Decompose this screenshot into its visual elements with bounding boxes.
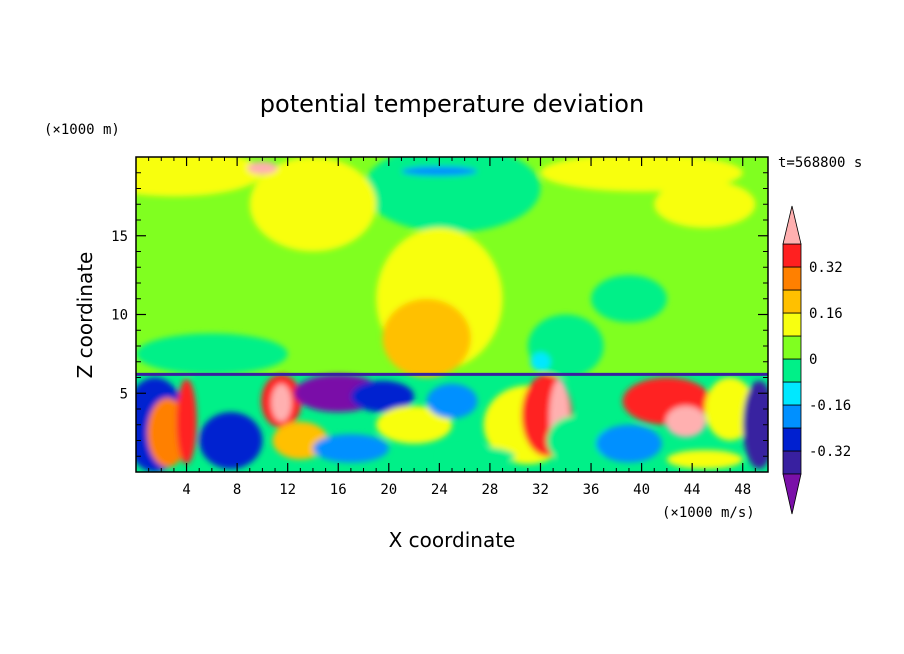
colorbar: 0.32 0.16 0 -0.16 -0.32 [782, 205, 851, 515]
colorbar-box [782, 266, 802, 291]
field-feature [376, 405, 452, 444]
colorbar-box [782, 289, 802, 314]
colorbar-box [782, 381, 802, 406]
colorbar-min-triangle [782, 473, 802, 515]
field-feature [247, 161, 278, 175]
y-unit-label: (×1000 m) [44, 122, 120, 138]
field-feature [176, 379, 197, 465]
y-tick-label: 15 [111, 229, 128, 245]
colorbar-box [782, 312, 802, 337]
field-feature [271, 383, 292, 422]
x-tick-label: 32 [532, 482, 549, 498]
y-tick-label: 5 [120, 386, 128, 402]
y-tick-label: 10 [111, 308, 128, 324]
colorbar-box [782, 450, 802, 475]
field-feature [439, 446, 516, 466]
interface-line [136, 372, 768, 376]
field-feature [350, 380, 415, 413]
y-axis-label: Z coordinate [73, 252, 97, 379]
field-feature [596, 424, 662, 463]
colorbar-box [782, 335, 802, 360]
time-label: t=568800 s [778, 155, 862, 171]
field-feature [530, 352, 551, 372]
x-axis-label: X coordinate [389, 528, 516, 552]
x-tick-label: 36 [583, 482, 600, 498]
x-tick-label: 4 [182, 482, 190, 498]
field-feature [591, 275, 667, 323]
field-feature [249, 157, 377, 252]
colorbar-label: 0.16 [809, 306, 843, 322]
colorbar-box [782, 358, 802, 383]
colorbar-label: -0.32 [809, 444, 851, 460]
colorbar-max-triangle [782, 205, 802, 245]
chart-title: potential temperature deviation [260, 90, 644, 118]
y-axis-ticks: 5 10 15 [111, 172, 768, 457]
x-unit-label: (×1000 m/s) [662, 505, 755, 521]
field-feature [666, 449, 743, 469]
colorbar-box [782, 427, 802, 452]
field-feature [742, 380, 768, 469]
contour-field [136, 157, 768, 472]
colorbar-box [782, 404, 802, 429]
field-feature [665, 405, 707, 438]
colorbar-label: 0 [809, 352, 817, 368]
colorbar-box [782, 243, 802, 268]
field-feature [312, 434, 389, 463]
colorbar-label: -0.16 [809, 398, 851, 414]
field-feature [401, 185, 478, 217]
x-tick-label: 16 [330, 482, 347, 498]
field-feature [199, 412, 263, 469]
field-feature [426, 383, 478, 419]
field-feature [704, 377, 756, 441]
field-feature [401, 166, 478, 176]
field-feature [382, 298, 471, 378]
x-tick-label: 12 [279, 482, 296, 498]
field-feature [136, 157, 263, 197]
field-feature [546, 415, 611, 466]
field-feature [136, 333, 288, 375]
x-tick-label: 20 [380, 482, 397, 498]
x-tick-label: 48 [734, 482, 751, 498]
colorbar-label: 0.32 [809, 260, 843, 276]
x-tick-label: 24 [431, 482, 448, 498]
x-tick-label: 28 [481, 482, 498, 498]
x-tick-label: 8 [233, 482, 241, 498]
x-axis-ticks: 4 8 12 16 20 24 28 32 36 40 44 48 [148, 157, 756, 498]
x-tick-label: 44 [684, 482, 701, 498]
field-feature [654, 180, 756, 228]
x-tick-label: 40 [633, 482, 650, 498]
